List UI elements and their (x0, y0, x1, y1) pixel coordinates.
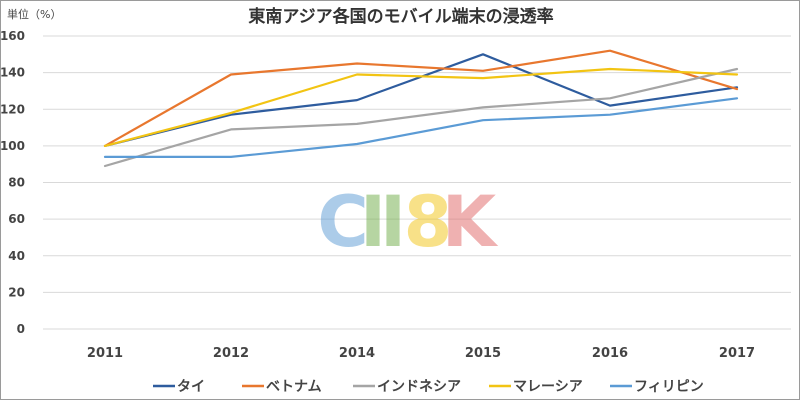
x-tick-label: 2017 (719, 346, 755, 361)
y-tick-label: 140 (1, 66, 25, 80)
y-axis-ticks: 0 20 40 60 80 100 120 140 160 (1, 29, 25, 336)
series-lines (103, 49, 739, 168)
watermark-letter: C (317, 181, 368, 263)
x-tick-label: 2015 (465, 346, 501, 361)
y-tick-label: 40 (8, 249, 25, 263)
x-tick-label: 2011 (87, 346, 123, 361)
y-tick-label: 60 (8, 212, 25, 226)
y-tick-label: 160 (1, 29, 25, 43)
x-tick-label: 2012 (213, 346, 249, 361)
chart-title: 東南アジア各国のモバイル端末の浸透率 (248, 6, 553, 27)
legend-label: インドネシア (377, 379, 461, 395)
legend: タイ ベトナム インドネシア マレーシア フィリピン (153, 379, 704, 395)
legend-label: フィリピン (634, 379, 704, 395)
series-line-1 (103, 49, 739, 147)
x-axis-ticks: 2011 2012 2014 2015 2016 2017 (87, 346, 755, 361)
watermark-letter: I (380, 181, 406, 263)
x-tick-label: 2014 (339, 346, 375, 361)
watermark-letter: K (442, 181, 499, 263)
y-tick-label: 100 (1, 139, 25, 153)
series-line-4 (103, 97, 739, 158)
legend-label: ベトナム (266, 379, 322, 395)
legend-label: マレーシア (513, 379, 583, 395)
series-line-2 (103, 67, 739, 168)
y-tick-label: 20 (8, 285, 25, 299)
watermark-letter: 8 (404, 181, 453, 263)
series-line-3 (103, 67, 739, 147)
y-tick-label: 0 (17, 322, 25, 336)
y-axis-unit-label: 単位（%） (7, 7, 61, 21)
x-tick-label: 2016 (592, 346, 628, 361)
y-tick-label: 80 (8, 176, 25, 190)
legend-label: タイ (177, 379, 205, 395)
watermark-letter: I (360, 181, 386, 263)
y-tick-label: 120 (1, 102, 25, 116)
